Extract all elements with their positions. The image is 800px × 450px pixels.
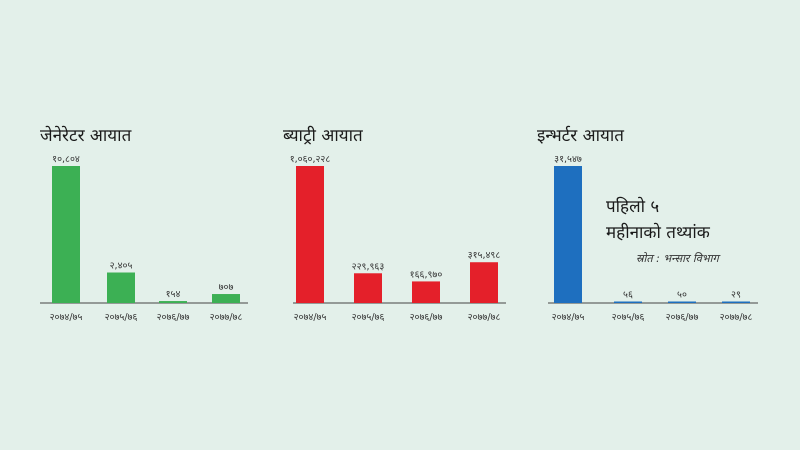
note-line-1: पहिलो ५ [606, 196, 659, 217]
tick-label-२०७७-७८: २०७७/७८ [210, 312, 243, 323]
tick-label-२०७६-७७: २०७६/७७ [666, 312, 699, 323]
tick-label-२०७४-७५: २०७४/७५ [50, 312, 83, 323]
note-line-2: महीनाको तथ्यांक [606, 222, 711, 243]
tick-label-२०७४-७५: २०७४/७५ [294, 312, 327, 323]
chart-title: ब्याट्री आयात [283, 125, 363, 146]
tick-label-२०७४-७५: २०७४/७५ [552, 312, 585, 323]
tick-label-२०७६-७७: २०७६/७७ [410, 312, 443, 323]
bar-2 [614, 301, 642, 303]
bar-3 [412, 281, 440, 303]
bar-4 [722, 301, 750, 303]
chart-title: इन्भर्टर आयात [537, 125, 624, 146]
value-label: १०,८०४ [52, 154, 80, 165]
value-label: १,०६०,२२८ [290, 154, 331, 165]
chart-3: इन्भर्टर आयात ३१,५४७ २०७४/७५ ५६ २०७५/७६ ५० २०७… [537, 125, 758, 323]
value-label: २९ [731, 290, 741, 301]
tick-label-२०७५-७६: २०७५/७६ [105, 312, 138, 323]
value-label: ५० [677, 290, 687, 301]
value-label: १५४ [166, 289, 181, 300]
value-label: ५६ [623, 290, 633, 301]
tick-label-२०७५-७६: २०७५/७६ [352, 312, 385, 323]
bar-3 [159, 301, 187, 303]
value-label: ३१,५४७ [554, 154, 582, 165]
tick-label-२०७६-७७: २०७६/७७ [157, 312, 190, 323]
value-label: ३१५,४९८ [468, 250, 501, 261]
bar-1 [554, 166, 582, 303]
bar-3 [668, 301, 696, 303]
chart-title: जेनेरेटर आयात [40, 125, 132, 146]
bar-1 [52, 166, 80, 303]
value-label: ७०७ [219, 282, 234, 293]
bar-2 [107, 272, 135, 303]
tick-label-२०७७-७८: २०७७/७८ [468, 312, 501, 323]
chart-1: जेनेरेटर आयात १०,८०४ २०७४/७५ २,४०५ २०७५/७६ १५… [40, 125, 248, 323]
bar-2 [354, 273, 382, 303]
tick-label-२०७५-७६: २०७५/७६ [612, 312, 645, 323]
bar-1 [296, 166, 324, 303]
value-label: १६६,९७० [410, 269, 443, 280]
tick-label-२०७७-७८: २०७७/७८ [720, 312, 753, 323]
bar-4 [470, 262, 498, 303]
bar-4 [212, 294, 240, 303]
source-text: स्रोत : भन्सार विभाग [636, 252, 721, 265]
value-label: २२९,९६३ [352, 261, 385, 272]
value-label: २,४०५ [110, 261, 133, 272]
chart-2: ब्याट्री आयात १,०६०,२२८ २०७४/७५ २२९,९६३ २०७५… [283, 125, 506, 323]
